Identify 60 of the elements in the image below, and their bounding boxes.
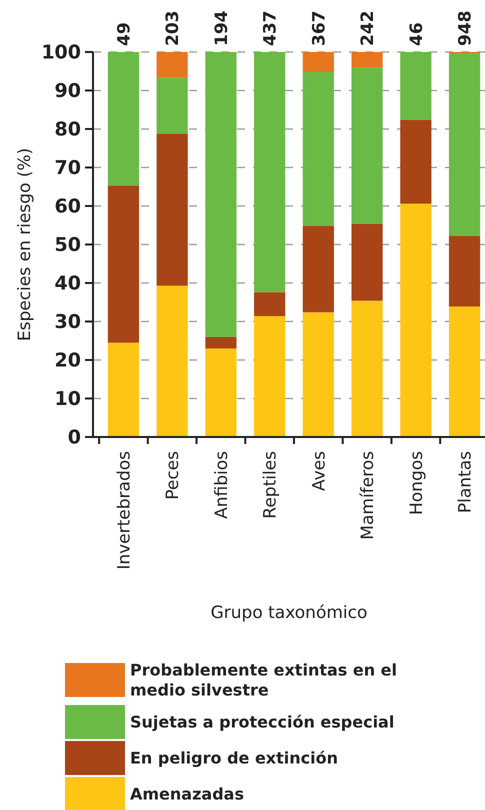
x-tick-label: Mamíferos	[358, 450, 378, 540]
x-tick-label: Plantas	[455, 450, 476, 514]
x-tick-label: Invertebrados	[114, 450, 134, 570]
legend-label: Sujetas a protección especial	[130, 712, 394, 732]
annotation: 194	[212, 10, 232, 46]
legend-label: Amenazadas	[130, 784, 244, 804]
bar	[302, 72, 334, 226]
y-tick-label: 60	[54, 196, 81, 218]
y-tick-label: 10	[54, 388, 81, 410]
y-tick-label: 0	[68, 426, 81, 449]
bar	[108, 52, 140, 186]
bar	[108, 186, 140, 343]
y-tick-label: 90	[54, 80, 81, 102]
y-tick-label: 30	[54, 311, 81, 334]
bar	[351, 300, 383, 437]
y-axis-title: Especies en riesgo (%)	[14, 148, 35, 342]
y-tick-label: 70	[54, 157, 81, 180]
x-axis-title: Grupo taxonómico	[210, 603, 368, 623]
annotation: 49	[114, 22, 134, 46]
annotation: 367	[309, 10, 330, 46]
bar	[108, 342, 140, 437]
bar	[156, 134, 188, 286]
bar	[302, 226, 334, 312]
bar	[448, 236, 480, 306]
bar	[400, 204, 432, 437]
bar	[254, 52, 286, 292]
bar	[205, 336, 237, 348]
bar	[156, 52, 188, 78]
bar	[351, 52, 383, 68]
bar	[400, 120, 432, 204]
x-tick-label: Hongos	[406, 450, 427, 516]
bar	[302, 52, 334, 72]
legend-label: Probablemente extintas en el medio silvestre	[130, 660, 398, 700]
legend-label: En peligro de extinción	[130, 748, 338, 768]
annotation: 203	[163, 10, 184, 46]
y-tick-label: 80	[54, 118, 81, 141]
annotation: 242	[358, 10, 378, 46]
bar	[400, 52, 432, 120]
x-tick-label: Anfibios	[212, 450, 232, 519]
bar	[254, 292, 286, 316]
y-tick-label: 100	[41, 42, 81, 64]
bar	[254, 316, 286, 437]
y-tick-label: 40	[54, 272, 81, 295]
bar	[205, 52, 237, 337]
x-tick-label: Peces	[163, 450, 184, 500]
bar	[156, 78, 188, 134]
bar	[205, 348, 237, 437]
bar	[156, 286, 188, 437]
bar	[351, 68, 383, 224]
bar	[448, 54, 480, 236]
bar	[448, 306, 480, 437]
annotation: 948	[455, 10, 476, 46]
annotation: 437	[260, 10, 281, 46]
annotation: 46	[406, 22, 427, 46]
x-tick-label: Reptiles	[260, 450, 281, 519]
x-tick-label: Aves	[309, 450, 330, 492]
bar	[351, 224, 383, 301]
y-tick-label: 50	[54, 234, 81, 256]
bar	[302, 312, 334, 437]
y-tick-label: 20	[54, 350, 81, 372]
